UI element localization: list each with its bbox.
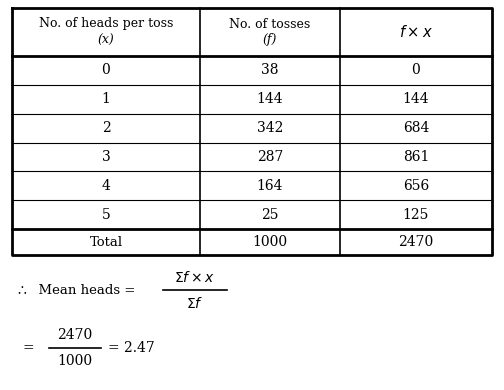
Text: (x): (x) xyxy=(98,34,114,46)
Text: (f): (f) xyxy=(263,34,277,46)
Text: 342: 342 xyxy=(257,121,283,135)
Text: No. of heads per toss: No. of heads per toss xyxy=(39,18,173,30)
Text: 0: 0 xyxy=(102,64,110,78)
Text: 1000: 1000 xyxy=(253,235,288,249)
Text: 1000: 1000 xyxy=(57,354,93,368)
Text: 684: 684 xyxy=(403,121,429,135)
Text: 2470: 2470 xyxy=(398,235,433,249)
Text: 0: 0 xyxy=(412,64,420,78)
Text: 1: 1 xyxy=(102,92,110,106)
Text: =: = xyxy=(22,341,34,355)
Text: 2470: 2470 xyxy=(57,328,93,342)
Text: 4: 4 xyxy=(102,179,110,193)
Text: 25: 25 xyxy=(261,207,279,222)
Text: $\Sigma f \times x$: $\Sigma f \times x$ xyxy=(174,269,216,284)
Text: Mean heads =: Mean heads = xyxy=(30,284,136,296)
Text: $\therefore$: $\therefore$ xyxy=(15,283,28,297)
Text: 656: 656 xyxy=(403,179,429,193)
Text: 2: 2 xyxy=(102,121,110,135)
Text: 3: 3 xyxy=(102,150,110,164)
Text: $f \times x$: $f \times x$ xyxy=(399,24,433,40)
Text: $\Sigma f$: $\Sigma f$ xyxy=(186,296,204,310)
Text: 164: 164 xyxy=(257,179,283,193)
Text: 38: 38 xyxy=(261,64,279,78)
Text: 144: 144 xyxy=(257,92,283,106)
Text: 125: 125 xyxy=(403,207,429,222)
Text: = 2.47: = 2.47 xyxy=(108,341,155,355)
Text: Total: Total xyxy=(89,236,122,248)
Text: 5: 5 xyxy=(102,207,110,222)
Text: 144: 144 xyxy=(403,92,429,106)
Text: 861: 861 xyxy=(403,150,429,164)
Text: No. of tosses: No. of tosses xyxy=(229,18,310,30)
Text: 287: 287 xyxy=(257,150,283,164)
